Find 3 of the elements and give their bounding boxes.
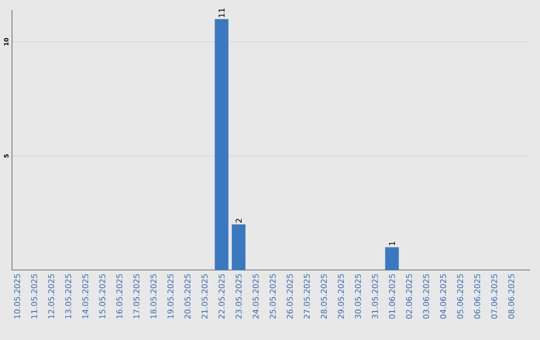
bar (385, 247, 399, 270)
bar (232, 224, 246, 270)
bar (214, 19, 228, 270)
